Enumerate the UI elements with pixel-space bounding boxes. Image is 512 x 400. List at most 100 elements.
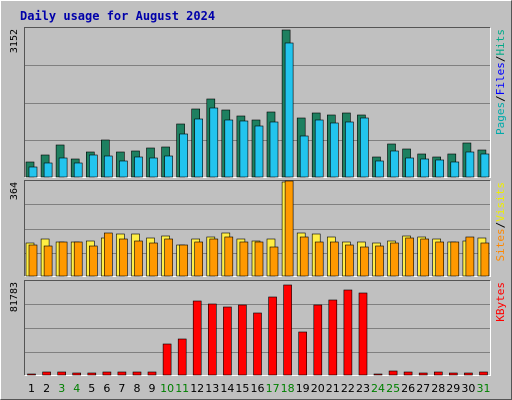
bar-files-day-5 [89, 154, 98, 178]
panel-legend: Sites/Visits [494, 182, 507, 262]
bar-files-day-31 [480, 153, 490, 178]
plot-border-light [24, 280, 491, 376]
bar-files-day-27 [420, 158, 430, 178]
bar-kbytes-day-9 [147, 371, 157, 376]
day-label: 11 [175, 382, 189, 395]
bar-files-day-17 [269, 121, 279, 178]
day-label: 26 [401, 382, 415, 395]
bar-sites-day-30 [465, 236, 475, 277]
bar-files-day-7 [119, 160, 128, 178]
panel-legend: Pages/Files/Hits [494, 29, 507, 135]
day-label: 1 [28, 382, 35, 395]
bar-sites-day-8 [134, 240, 143, 277]
bar-sites-day-21 [329, 241, 339, 277]
bar-sites-day-24 [375, 245, 384, 277]
bar-kbytes-day-24 [373, 373, 383, 376]
bar-files-day-19 [299, 135, 309, 178]
bar-sites-day-26 [405, 237, 414, 277]
day-label: 5 [88, 382, 95, 395]
bar-kbytes-day-20 [313, 304, 323, 376]
bar-kbytes-day-1 [27, 373, 36, 376]
bar-sites-day-11 [179, 244, 188, 277]
day-label: 9 [149, 382, 156, 395]
panel-legend: KBytes [494, 282, 507, 322]
bar-files-day-21 [329, 122, 339, 178]
bar-kbytes-day-17 [268, 296, 277, 376]
plot-border-dark [24, 180, 491, 277]
chart-title: Daily usage for August 2024 [20, 9, 215, 23]
day-label: 14 [220, 382, 234, 395]
bar-kbytes-day-29 [448, 372, 458, 376]
bar-sites-day-3 [58, 241, 68, 277]
bar-files-day-6 [104, 155, 113, 178]
bar-files-day-1 [28, 166, 38, 178]
bar-sites-day-19 [299, 236, 309, 277]
day-label: 24 [371, 382, 385, 395]
bar-kbytes-day-21 [328, 299, 338, 376]
panel-bottom: 81783 KBytes [9, 280, 507, 376]
panel-max-label: 364 [9, 182, 20, 200]
bar-files-day-2 [43, 162, 53, 178]
bar-sites-day-29 [450, 241, 460, 277]
bar-kbytes-day-3 [57, 371, 67, 376]
bar-files-day-4 [73, 162, 83, 178]
day-label: 17 [266, 382, 280, 395]
x-axis-day-labels: 1 2 3 4 5 6 7 8 9 10 11 12 13 14 15 16 17 18 19 20 21 22 23 24 2… [28, 382, 491, 395]
bar-files-day-10 [164, 155, 173, 178]
bar-sites-day-17 [269, 246, 279, 277]
bar-files-day-13 [209, 107, 219, 178]
bar-sites-day-25 [390, 242, 399, 277]
day-label: 31 [477, 382, 491, 395]
bar-files-day-9 [149, 157, 158, 178]
bar-sites-day-31 [480, 242, 490, 277]
day-label: 21 [326, 382, 340, 395]
bar-files-day-25 [390, 150, 399, 178]
bar-files-day-14 [224, 119, 234, 178]
bar-files-day-26 [405, 157, 414, 178]
plot-border-light [24, 180, 491, 277]
bar-kbytes-day-19 [298, 331, 308, 376]
panel-max-label: 81783 [9, 282, 20, 312]
day-label: 6 [103, 382, 110, 395]
bar-files-day-15 [239, 120, 249, 178]
day-label: 18 [281, 382, 295, 395]
day-label: 15 [235, 382, 249, 395]
bar-files-day-11 [179, 133, 188, 178]
bar-files-day-24 [375, 160, 384, 178]
bar-sites-day-23 [360, 246, 369, 277]
day-label: 27 [416, 382, 430, 395]
bar-sites-day-20 [314, 241, 324, 277]
series-files [28, 42, 490, 178]
legend-entry: / [494, 95, 507, 102]
bar-files-day-3 [58, 157, 68, 178]
day-label: 28 [431, 382, 445, 395]
plot-border-dark [24, 280, 491, 376]
bar-sites-day-1 [28, 244, 38, 277]
bar-sites-day-6 [104, 232, 113, 277]
bar-kbytes-day-15 [238, 304, 247, 376]
bar-files-day-18 [284, 42, 294, 178]
day-label: 10 [160, 382, 174, 395]
bar-kbytes-day-12 [192, 300, 202, 376]
bar-sites-day-14 [224, 236, 234, 277]
bar-kbytes-day-28 [433, 371, 443, 376]
bar-kbytes-day-16 [253, 312, 262, 376]
legend-entry: KBytes [494, 282, 507, 322]
legend-entry: Pages [494, 102, 507, 135]
bar-files-day-16 [254, 125, 264, 178]
bar-kbytes-day-5 [87, 372, 97, 376]
bar-files-day-12 [194, 118, 203, 178]
day-label: 20 [311, 382, 325, 395]
bar-kbytes-day-23 [358, 292, 368, 376]
plot-border-light [24, 27, 491, 178]
bar-files-day-22 [345, 121, 354, 178]
bar-kbytes-day-26 [403, 371, 413, 376]
day-label: 2 [43, 382, 50, 395]
day-label: 8 [134, 382, 141, 395]
day-label: 30 [461, 382, 475, 395]
bar-sites-day-22 [345, 244, 354, 277]
day-label: 23 [356, 382, 370, 395]
bar-kbytes-day-6 [102, 371, 112, 376]
